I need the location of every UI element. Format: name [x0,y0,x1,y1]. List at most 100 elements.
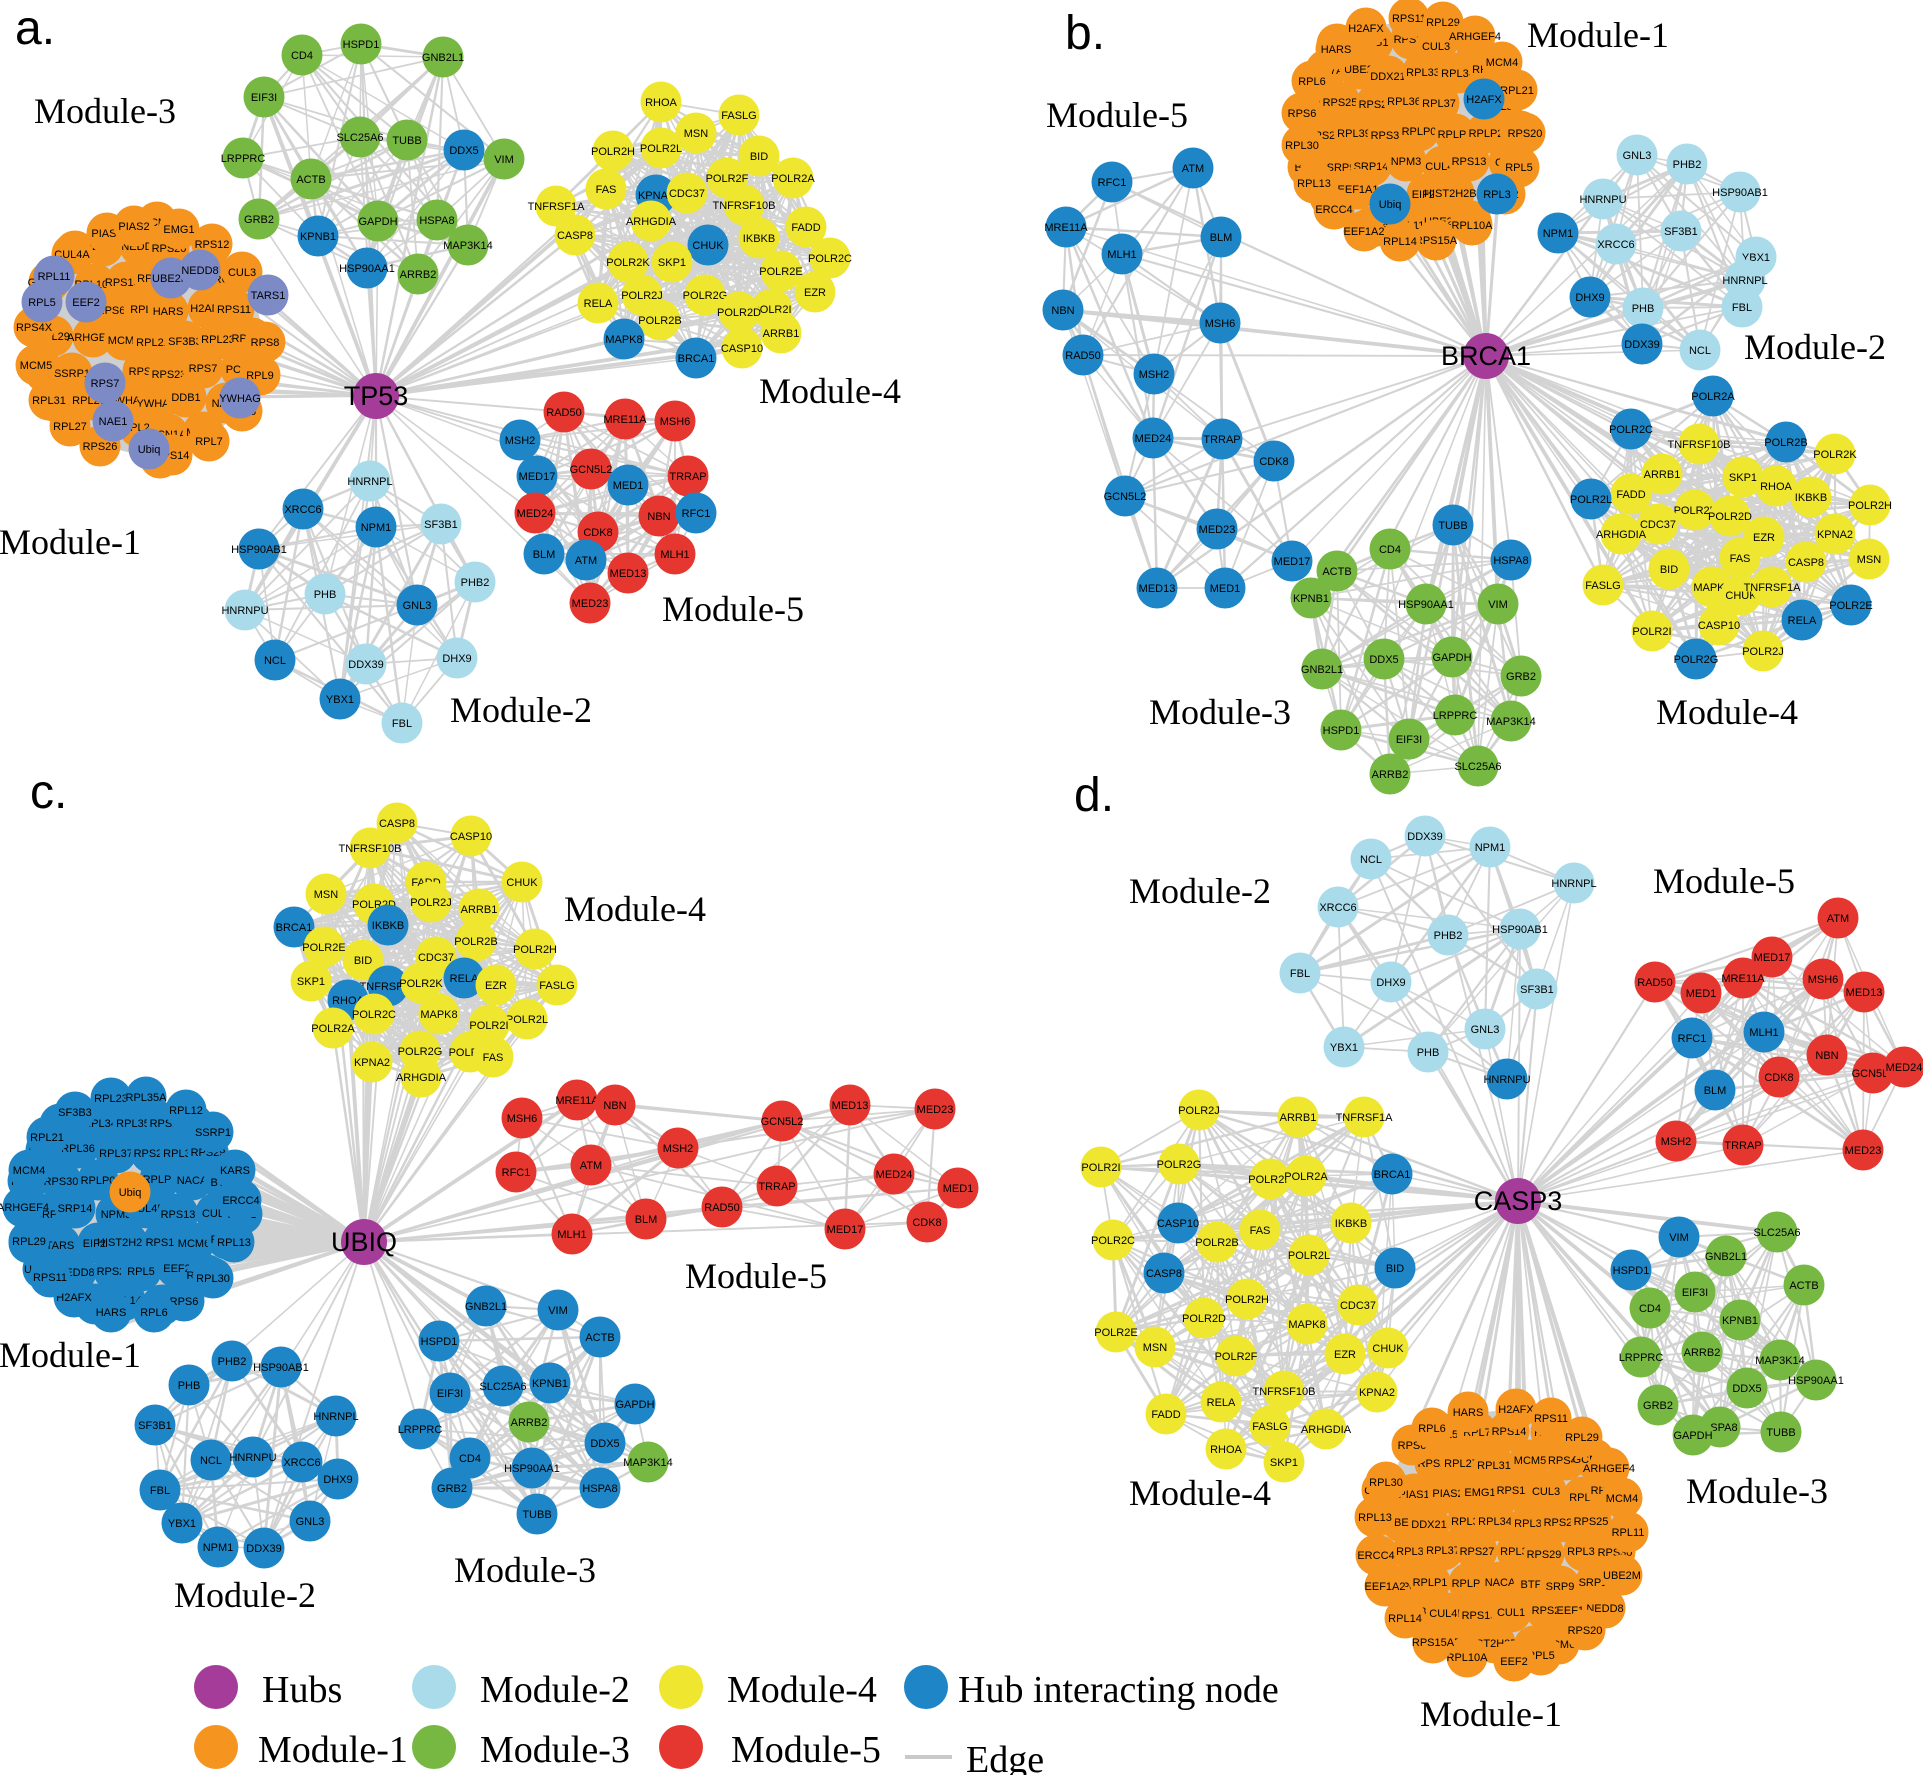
svg-text:ARRB2: ARRB2 [1684,1347,1721,1359]
svg-text:MRE11A: MRE11A [603,414,647,426]
svg-text:XRCC6: XRCC6 [1319,902,1356,914]
svg-text:HIST2H2BE: HIST2H2BE [1424,188,1484,200]
svg-text:EZR: EZR [804,287,826,299]
svg-text:RPS6: RPS6 [170,1296,199,1308]
svg-text:RPS16: RPS16 [146,1237,181,1249]
svg-text:RPL12: RPL12 [169,1105,203,1117]
svg-text:DDB1: DDB1 [171,392,200,404]
svg-text:NPM1: NPM1 [1543,228,1574,240]
svg-text:ARHGEF4: ARHGEF4 [1449,31,1501,43]
svg-text:DDX5: DDX5 [1732,1383,1761,1395]
svg-text:YBX1: YBX1 [1330,1042,1358,1054]
svg-text:CASP8: CASP8 [1146,1268,1182,1280]
svg-text:RPL35: RPL35 [1514,1518,1548,1530]
svg-text:TUBB: TUBB [522,1509,551,1521]
svg-text:RPL5: RPL5 [1505,162,1533,174]
svg-text:MED1: MED1 [1210,583,1241,595]
svg-text:RPL34: RPL34 [1478,1516,1512,1528]
svg-text:RHOA: RHOA [1760,481,1792,493]
svg-text:FASLG: FASLG [539,980,574,992]
svg-text:MED24: MED24 [876,1169,913,1181]
svg-text:EIF3I: EIF3I [1682,1287,1708,1299]
svg-text:TRRAP: TRRAP [758,1181,795,1193]
svg-text:NCL: NCL [1360,854,1382,866]
svg-text:DDX39: DDX39 [1624,339,1659,351]
svg-text:ARHGDIA: ARHGDIA [396,1072,447,1084]
svg-text:MSN: MSN [1857,554,1882,566]
svg-text:RPL7: RPL7 [195,436,223,448]
svg-text:EIF2A: EIF2A [83,1238,114,1250]
svg-text:RAD50: RAD50 [1065,350,1100,362]
svg-text:CD4: CD4 [291,50,313,62]
svg-text:RPLP2: RPLP2 [1452,1578,1487,1590]
svg-text:BID: BID [1660,564,1678,576]
svg-text:KPNB1: KPNB1 [532,1378,568,1390]
svg-text:POLR2L: POLR2L [506,1014,548,1026]
svg-text:Module-2: Module-2 [174,1575,316,1615]
svg-text:HARS: HARS [153,306,184,318]
svg-text:GCN5L2: GCN5L2 [570,464,613,476]
svg-text:SRP14: SRP14 [58,1203,93,1215]
svg-text:LRPPRC: LRPPRC [221,153,266,165]
svg-text:EIF3I: EIF3I [1396,734,1422,746]
svg-text:MSN: MSN [1143,1342,1168,1354]
svg-text:BRCA1: BRCA1 [276,922,313,934]
svg-text:FBL: FBL [1290,968,1310,980]
svg-text:BRCA1: BRCA1 [1374,1169,1411,1181]
svg-text:TNFRSF10B: TNFRSF10B [713,200,776,212]
svg-text:Module-1: Module-1 [0,1335,141,1375]
svg-text:EZR: EZR [1753,532,1775,544]
svg-text:RPLP1: RPLP1 [1438,129,1473,141]
svg-text:RPL5: RPL5 [28,297,56,309]
svg-text:EZR: EZR [485,980,507,992]
svg-text:TRRAP: TRRAP [669,471,706,483]
svg-text:CASP10: CASP10 [1157,1218,1199,1230]
svg-text:EEF1A2: EEF1A2 [1344,226,1385,238]
svg-text:POLR2L: POLR2L [1288,1250,1330,1262]
svg-text:IKBKB: IKBKB [1795,492,1827,504]
svg-text:ERCC4: ERCC4 [1357,1550,1394,1562]
svg-text:VIM: VIM [1669,1232,1689,1244]
svg-text:BLM: BLM [533,549,556,561]
svg-text:POLR2E: POLR2E [759,266,802,278]
svg-text:RPL23: RPL23 [201,334,235,346]
svg-text:BLM: BLM [635,1214,658,1226]
svg-text:ARRB2: ARRB2 [400,269,437,281]
svg-text:GAPDH: GAPDH [358,216,397,228]
svg-text:RPL33: RPL33 [1406,67,1440,79]
svg-text:GCN5L2: GCN5L2 [761,1116,804,1128]
svg-text:CASP10: CASP10 [450,831,492,843]
svg-text:MAP3K14: MAP3K14 [623,1457,673,1469]
svg-text:Ubiq: Ubiq [119,1187,142,1199]
svg-text:KPNB1: KPNB1 [1722,1315,1758,1327]
svg-text:RPLP2: RPLP2 [1469,128,1504,140]
svg-text:MCM5: MCM5 [1514,1455,1546,1467]
svg-text:HSP90AA1: HSP90AA1 [339,263,395,275]
svg-text:POLR2L: POLR2L [640,143,682,155]
svg-text:POLR2C: POLR2C [1609,424,1653,436]
svg-text:CUL1: CUL1 [1497,1607,1525,1619]
svg-text:RPL6: RPL6 [1298,76,1326,88]
svg-text:GNL3: GNL3 [1623,150,1652,162]
svg-text:RPL36: RPL36 [1396,1546,1430,1558]
svg-text:MLH1: MLH1 [1107,249,1136,261]
svg-text:POLR2B: POLR2B [1195,1237,1238,1249]
svg-text:RPS15A: RPS15A [1415,235,1458,247]
svg-text:EEF2: EEF2 [163,1263,191,1275]
svg-text:RPL37: RPL37 [1422,98,1456,110]
svg-text:CDK8: CDK8 [1259,456,1288,468]
svg-text:FBL: FBL [1732,302,1752,314]
svg-text:ACTB: ACTB [585,1332,614,1344]
svg-text:ARRB1: ARRB1 [1644,469,1681,481]
svg-text:PHB: PHB [1632,303,1655,315]
svg-text:POLR2D: POLR2D [1708,511,1752,523]
svg-text:Module-1: Module-1 [1527,15,1669,55]
svg-text:PHB2: PHB2 [218,1356,247,1368]
svg-text:HARS: HARS [1453,1407,1484,1419]
svg-text:PIAS2: PIAS2 [118,221,149,233]
svg-text:GNB2L1: GNB2L1 [465,1301,507,1313]
svg-text:EEF2: EEF2 [1500,1656,1528,1668]
svg-text:CDK8: CDK8 [583,527,612,539]
svg-text:FAS: FAS [483,1052,504,1064]
svg-text:MAPK8: MAPK8 [605,334,642,346]
